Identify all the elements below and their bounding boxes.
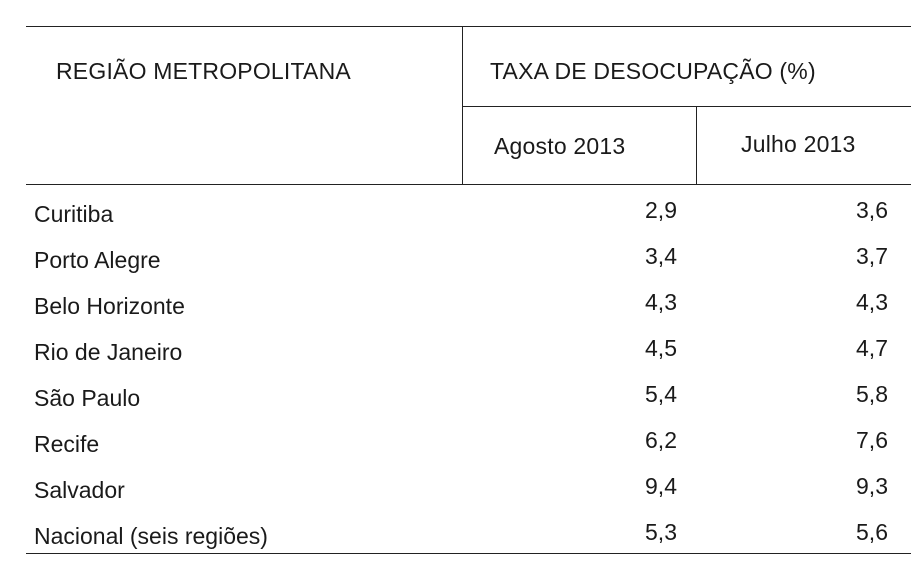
- rate-header: TAXA DE DESOCUPAÇÃO (%): [490, 58, 816, 84]
- header-mid-rule: [462, 106, 911, 107]
- august-value: 6,2: [645, 427, 677, 453]
- august-value: 4,3: [645, 289, 677, 315]
- region-header: REGIÃO METROPOLITANA: [56, 58, 351, 84]
- table-row: São Paulo 5,4 5,8: [26, 380, 911, 426]
- august-value: 5,4: [645, 381, 677, 407]
- region-name: Porto Alegre: [34, 247, 161, 273]
- july-value: 3,7: [856, 243, 888, 269]
- august-value: 3,4: [645, 243, 677, 269]
- july-value: 7,6: [856, 427, 888, 453]
- region-column-divider: [462, 26, 463, 184]
- month-column-divider: [696, 106, 697, 184]
- august-value: 5,3: [645, 519, 677, 545]
- region-name: Curitiba: [34, 201, 114, 227]
- july-value: 4,3: [856, 289, 888, 315]
- region-name: Recife: [34, 431, 100, 457]
- region-name: Belo Horizonte: [34, 293, 185, 319]
- table-row: Rio de Janeiro 4,5 4,7: [26, 334, 911, 380]
- table-row: Nacional (seis regiões) 5,3 5,6: [26, 518, 911, 564]
- july-value: 4,7: [856, 335, 888, 361]
- top-rule: [26, 26, 911, 27]
- table-row: Porto Alegre 3,4 3,7: [26, 242, 911, 288]
- july-value: 3,6: [856, 197, 888, 223]
- region-name: São Paulo: [34, 385, 141, 411]
- august-value: 4,5: [645, 335, 677, 361]
- august-value: 2,9: [645, 197, 677, 223]
- region-name: Nacional (seis regiões): [34, 523, 268, 549]
- unemployment-table: REGIÃO METROPOLITANA TAXA DE DESOCUPAÇÃO…: [26, 26, 911, 555]
- table-row: Curitiba 2,9 3,6: [26, 196, 911, 242]
- column-header-august: Agosto 2013: [494, 133, 626, 159]
- table-row: Belo Horizonte 4,3 4,3: [26, 288, 911, 334]
- july-value: 5,8: [856, 381, 888, 407]
- table-row: Recife 6,2 7,6: [26, 426, 911, 472]
- july-value: 9,3: [856, 473, 888, 499]
- july-value: 5,6: [856, 519, 888, 545]
- table-body: Curitiba 2,9 3,6 Porto Alegre 3,4 3,7 Be…: [26, 196, 911, 564]
- region-name: Rio de Janeiro: [34, 339, 183, 365]
- region-name: Salvador: [34, 477, 125, 503]
- table-row: Salvador 9,4 9,3: [26, 472, 911, 518]
- bottom-rule: [26, 553, 911, 554]
- column-header-july: Julho 2013: [741, 131, 856, 157]
- header-bottom-rule: [26, 184, 911, 185]
- august-value: 9,4: [645, 473, 677, 499]
